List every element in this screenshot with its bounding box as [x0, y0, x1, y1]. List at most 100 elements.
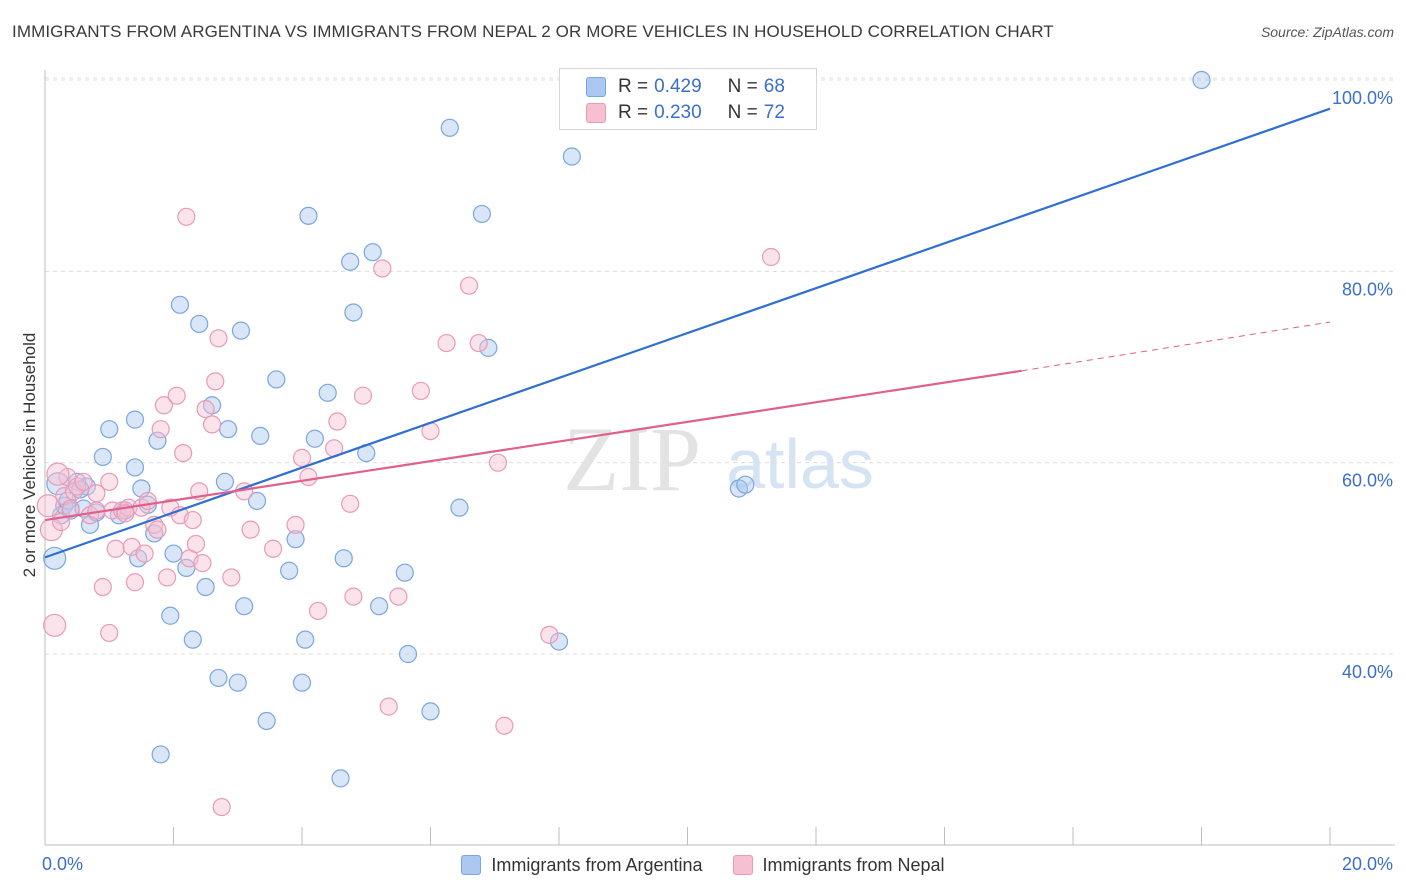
- point-nepal: [87, 484, 106, 503]
- point-argentina: [331, 769, 350, 788]
- point-nepal: [100, 472, 119, 491]
- legend-swatch-argentina: [461, 855, 482, 875]
- trend-line-nepal: [44, 369, 1022, 522]
- series-legend: Immigrants from Argentina Immigrants fro…: [0, 852, 1406, 878]
- point-nepal: [488, 453, 508, 472]
- point-nepal: [308, 601, 328, 621]
- point-argentina: [421, 702, 440, 721]
- point-nepal: [174, 444, 193, 463]
- point-argentina: [151, 745, 170, 764]
- point-argentina: [93, 447, 112, 467]
- point-nepal: [36, 494, 60, 518]
- point-argentina: [398, 644, 418, 664]
- point-nepal: [540, 625, 559, 644]
- point-nepal: [286, 515, 305, 534]
- point-argentina: [251, 426, 270, 445]
- point-nepal: [212, 797, 231, 817]
- r-value-argentina: 0.429: [654, 76, 702, 97]
- point-argentina: [286, 530, 305, 549]
- point-argentina: [479, 338, 498, 357]
- point-nepal: [138, 491, 157, 511]
- point-argentina: [257, 711, 276, 731]
- legend-swatch-nepal: [586, 103, 606, 123]
- legend-item-argentina[interactable]: Immigrants from Argentina: [461, 854, 703, 876]
- y-tick-label: 60.0%: [1342, 471, 1393, 491]
- point-argentina: [247, 491, 267, 511]
- point-argentina: [235, 597, 254, 616]
- point-argentina: [196, 577, 215, 597]
- point-argentina: [344, 303, 363, 322]
- legend-item-nepal[interactable]: Immigrants from Nepal: [732, 854, 945, 876]
- point-nepal: [177, 207, 196, 226]
- x-tick-label-min: 0.0%: [42, 854, 83, 874]
- source-label: Source: ZipAtlas.com: [1260, 24, 1394, 40]
- point-nepal: [341, 494, 360, 513]
- point-nepal: [186, 534, 206, 554]
- trend-line-nepal-extrapolated: [1021, 321, 1331, 372]
- point-nepal: [437, 333, 456, 353]
- point-argentina: [292, 673, 312, 692]
- point-nepal: [154, 396, 173, 415]
- watermark-zip: ZIP: [563, 408, 701, 510]
- x-tick-label-max: 20.0%: [1342, 854, 1393, 874]
- point-argentina: [562, 147, 581, 166]
- point-argentina: [161, 606, 180, 625]
- point-argentina: [305, 429, 324, 448]
- point-nepal: [93, 577, 112, 597]
- data-points: [36, 70, 1211, 817]
- point-nepal: [328, 412, 347, 431]
- point-argentina: [125, 410, 145, 429]
- point-nepal: [151, 420, 170, 439]
- axes: [44, 70, 1395, 846]
- point-argentina: [363, 243, 382, 262]
- point-nepal: [74, 472, 93, 491]
- point-nepal: [46, 462, 70, 486]
- point-argentina: [334, 549, 353, 568]
- point-nepal: [299, 467, 318, 487]
- point-argentina: [318, 383, 337, 402]
- point-nepal: [196, 399, 215, 419]
- point-nepal: [125, 573, 145, 592]
- point-nepal: [389, 587, 408, 606]
- point-argentina: [190, 314, 209, 334]
- n-value-nepal: 72: [763, 102, 785, 123]
- point-nepal: [135, 544, 154, 563]
- point-argentina: [219, 420, 238, 439]
- point-nepal: [469, 333, 488, 353]
- point-nepal: [206, 372, 225, 391]
- point-argentina: [148, 431, 167, 450]
- point-argentina: [183, 630, 202, 649]
- y-tick-label: 100.0%: [1332, 88, 1393, 108]
- n-value-argentina: 68: [763, 76, 785, 97]
- point-argentina: [228, 673, 247, 692]
- point-nepal: [495, 716, 514, 735]
- point-nepal: [202, 415, 222, 434]
- point-argentina: [1192, 70, 1211, 90]
- point-argentina: [370, 597, 389, 616]
- legend-label-argentina: Immigrants from Argentina: [491, 854, 703, 875]
- point-argentina: [450, 498, 469, 517]
- legend-row-argentina: R = 0.429 N = 68: [586, 74, 785, 100]
- correlation-legend: R = 0.429 N = 68 R = 0.230 N = 72: [559, 68, 817, 130]
- point-nepal: [222, 568, 241, 587]
- point-argentina: [296, 630, 315, 649]
- point-argentina: [299, 206, 318, 225]
- legend-swatch-nepal: [732, 855, 753, 875]
- grid-lines: [45, 77, 1395, 655]
- point-nepal: [167, 386, 186, 405]
- point-nepal: [761, 247, 781, 267]
- point-nepal: [411, 381, 430, 401]
- point-nepal: [209, 329, 228, 348]
- point-argentina: [280, 561, 299, 580]
- n-label: N =: [727, 76, 758, 97]
- point-argentina: [125, 458, 145, 477]
- point-nepal: [148, 520, 167, 539]
- legend-label-nepal: Immigrants from Nepal: [762, 854, 945, 875]
- legend-swatch-argentina: [586, 77, 606, 97]
- point-nepal: [106, 539, 125, 558]
- r-value-nepal: 0.230: [654, 102, 702, 123]
- trend-lines: [44, 107, 1331, 559]
- legend-row-nepal: R = 0.230 N = 72: [586, 100, 785, 126]
- point-nepal: [373, 259, 392, 278]
